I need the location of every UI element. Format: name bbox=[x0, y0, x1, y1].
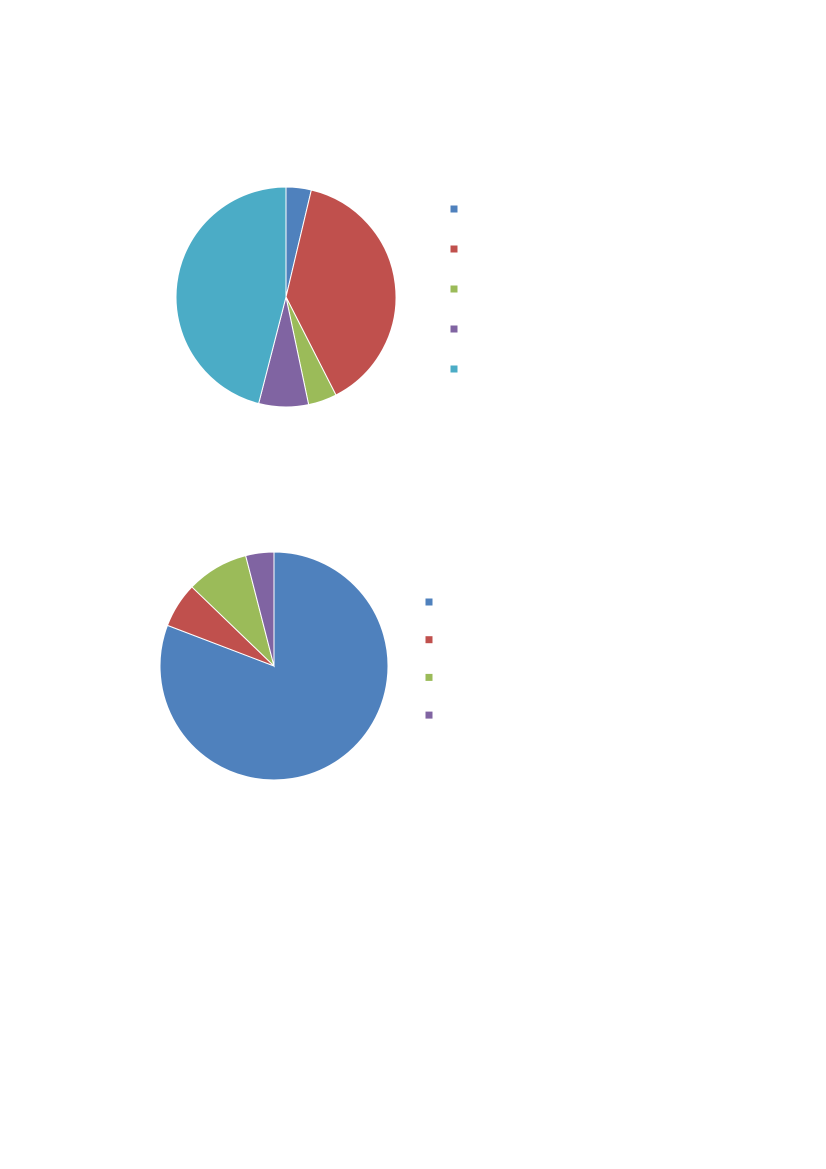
legend-marker bbox=[450, 325, 458, 333]
legend-marker bbox=[425, 673, 433, 681]
pie-slice bbox=[175, 186, 287, 405]
legend-marker bbox=[425, 636, 433, 644]
legend-marker bbox=[450, 285, 458, 293]
legend-marker bbox=[450, 365, 458, 373]
legend-marker bbox=[450, 205, 458, 213]
legend-marker bbox=[425, 598, 433, 606]
legend-marker bbox=[425, 711, 433, 719]
pie-slice bbox=[285, 189, 397, 396]
legend-marker bbox=[450, 245, 458, 253]
pie-slice bbox=[245, 551, 275, 667]
